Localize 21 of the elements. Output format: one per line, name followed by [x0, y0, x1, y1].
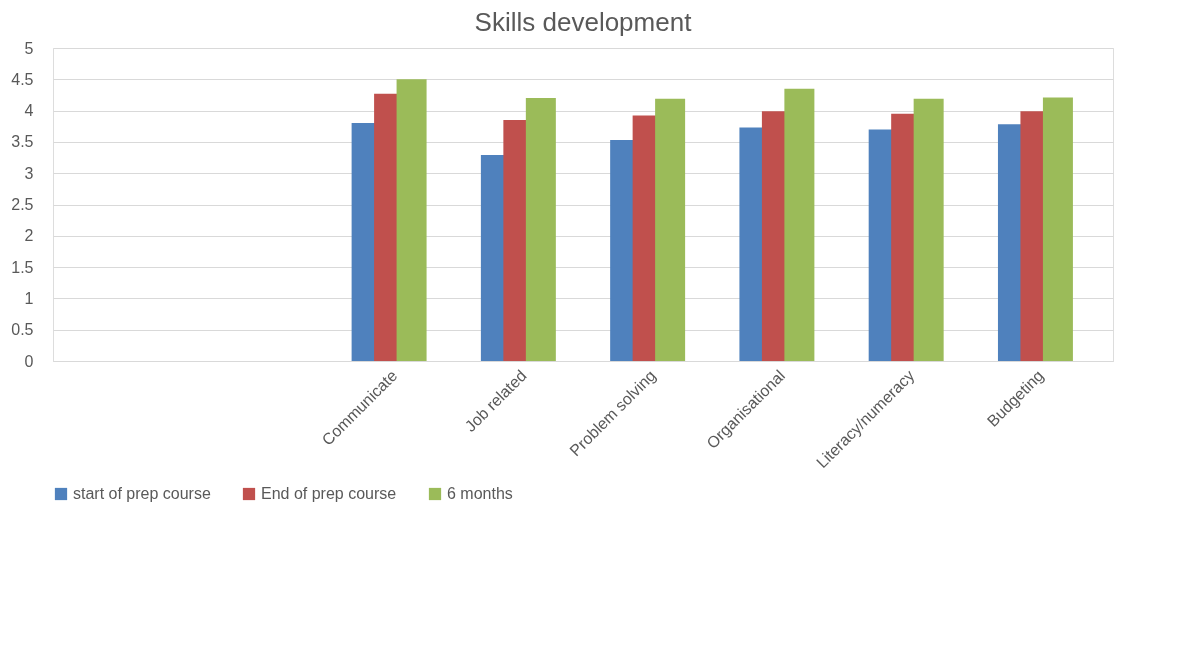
y-tick-label: 0.5 — [11, 321, 34, 339]
bar — [784, 88, 815, 361]
y-tick-label: 5 — [24, 39, 34, 57]
legend-label: End of prep course — [261, 485, 397, 502]
y-tick-label: 1.5 — [11, 258, 34, 276]
legend-label: 6 months — [447, 485, 513, 502]
y-tick-label: 2 — [24, 227, 34, 245]
y-tick-label: 3 — [24, 164, 34, 182]
y-tick-label: 1 — [24, 289, 34, 307]
bar — [913, 98, 944, 361]
y-tick-label: 0 — [24, 352, 34, 370]
y-tick-label: 4 — [24, 102, 34, 120]
y-tick-label: 3.5 — [11, 133, 34, 151]
y-tick-label: 2.5 — [11, 196, 34, 213]
chart-title: Skills development — [474, 7, 693, 37]
bar — [655, 98, 686, 361]
y-tick-label: 4.5 — [11, 70, 34, 88]
bar — [1042, 97, 1073, 361]
bar — [525, 98, 556, 361]
legend-label: start of prep course — [73, 485, 211, 502]
bar — [396, 79, 427, 361]
